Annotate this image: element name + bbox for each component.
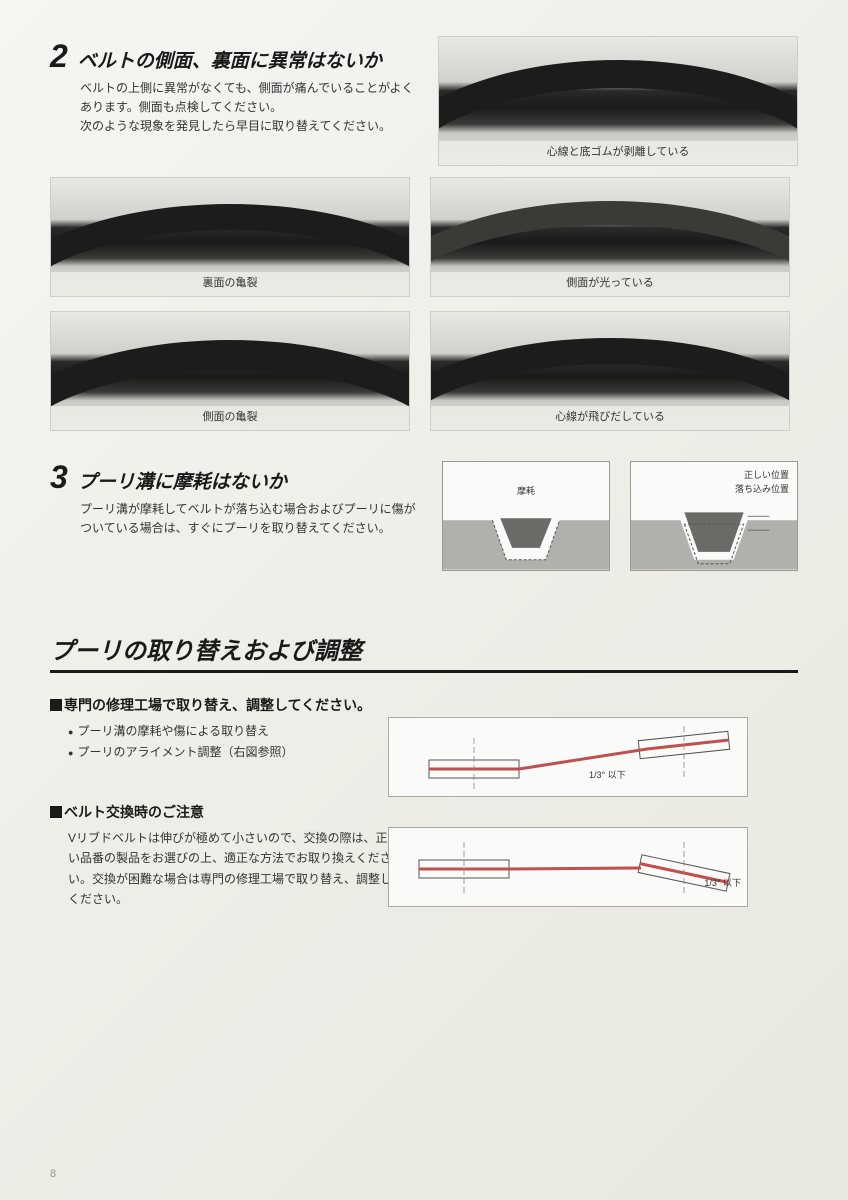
pulley-label-drop: 落ち込み位置 xyxy=(735,482,789,495)
sub-heading-1: 専門の修理工場で取り替え、調整してください。 xyxy=(50,695,798,715)
photo-caption-1: 心線と底ゴムが剥離している xyxy=(439,143,797,159)
section-2-number: 2 xyxy=(50,40,68,72)
photo-side-shiny: 側面が光っている xyxy=(430,177,790,297)
section-2-title: ベルトの側面、裏面に異常はないか xyxy=(78,46,382,73)
photo-cord-separation: 心線と底ゴムが剥離している xyxy=(438,36,798,166)
sub-heading-2: ベルト交換時のご注意 xyxy=(50,802,798,822)
photo-row-3: 側面の亀裂 心線が飛びだしている xyxy=(50,311,798,431)
section-3-body: プーリ溝が摩耗してベルトが落ち込む場合およびプーリに傷がついている場合は、すぐに… xyxy=(80,500,420,538)
section-2-body: ベルトの上側に異常がなくても、側面が痛んでいることがよくあります。側面も点検して… xyxy=(80,79,420,137)
section-3: 3 プーリ溝に摩耗はないか プーリ溝が摩耗してベルトが落ち込む場合およびプーリに… xyxy=(50,461,798,591)
photo-caption-4: 側面の亀裂 xyxy=(51,408,409,424)
photo-caption-5: 心線が飛びだしている xyxy=(431,408,789,424)
photo-cord-protrude: 心線が飛びだしている xyxy=(430,311,790,431)
photo-back-crack: 裏面の亀裂 xyxy=(50,177,410,297)
sub-2-body: Vリブドベルトは伸びが極めて小さいので、交換の際は、正しい品番の製品をお選びの上… xyxy=(68,828,408,910)
photo-caption-3: 側面が光っている xyxy=(431,274,789,290)
pulley-diagrams: 摩耗 正しい位置 落ち込み位置 xyxy=(442,461,798,571)
angle-text-2: 1/3° 以下 xyxy=(704,876,741,889)
pulley-diagram-worn: 摩耗 xyxy=(442,461,610,571)
section-2-body-line2: 次のような現象を発見したら早目に取り替えてください。 xyxy=(80,117,420,136)
section-3-title: プーリ溝に摩耗はないか xyxy=(78,467,287,494)
main-heading: プーリの取り替えおよび調整 xyxy=(50,631,798,673)
alignment-diagram-1: 1/3° 以下 xyxy=(388,717,748,797)
photo-caption-2: 裏面の亀裂 xyxy=(51,274,409,290)
section-2-body-line1: ベルトの上側に異常がなくても、側面が痛んでいることがよくあります。側面も点検して… xyxy=(80,79,420,117)
bottom-section: 専門の修理工場で取り替え、調整してください。 プーリ溝の摩耗や傷による取り替え … xyxy=(50,695,798,910)
section-2: 2 ベルトの側面、裏面に異常はないか ベルトの上側に異常がなくても、側面が痛んで… xyxy=(50,40,798,431)
square-bullet-icon xyxy=(50,699,62,711)
section-3-number: 3 xyxy=(50,461,68,493)
pulley-label-wear: 摩耗 xyxy=(517,484,535,497)
pulley-diagram-correct: 正しい位置 落ち込み位置 xyxy=(630,461,798,571)
alignment-diagram-2: 1/3° 以下 xyxy=(388,827,748,907)
pulley-worn-svg xyxy=(443,510,609,570)
page-number: 8 xyxy=(50,1168,56,1180)
angle-text-1: 1/3° 以下 xyxy=(589,768,626,781)
photo-side-crack: 側面の亀裂 xyxy=(50,311,410,431)
pulley-label-correct: 正しい位置 xyxy=(744,468,789,481)
square-bullet-icon xyxy=(50,806,62,818)
pulley-correct-svg xyxy=(631,510,797,570)
photo-row-2: 裏面の亀裂 側面が光っている xyxy=(50,177,798,297)
sub-heading-1-text: 専門の修理工場で取り替え、調整してください。 xyxy=(64,697,371,713)
sub-heading-2-text: ベルト交換時のご注意 xyxy=(64,804,204,820)
